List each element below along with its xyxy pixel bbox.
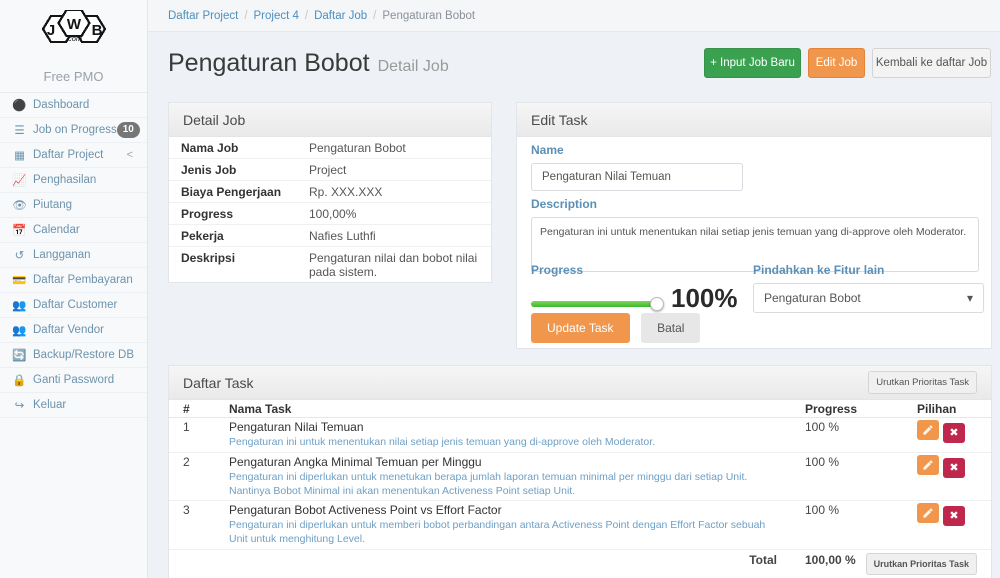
svg-text:W: W [66, 16, 81, 33]
svg-text:.com: .com [65, 34, 81, 43]
svg-text:J: J [46, 22, 54, 39]
svg-text:B: B [91, 22, 102, 39]
